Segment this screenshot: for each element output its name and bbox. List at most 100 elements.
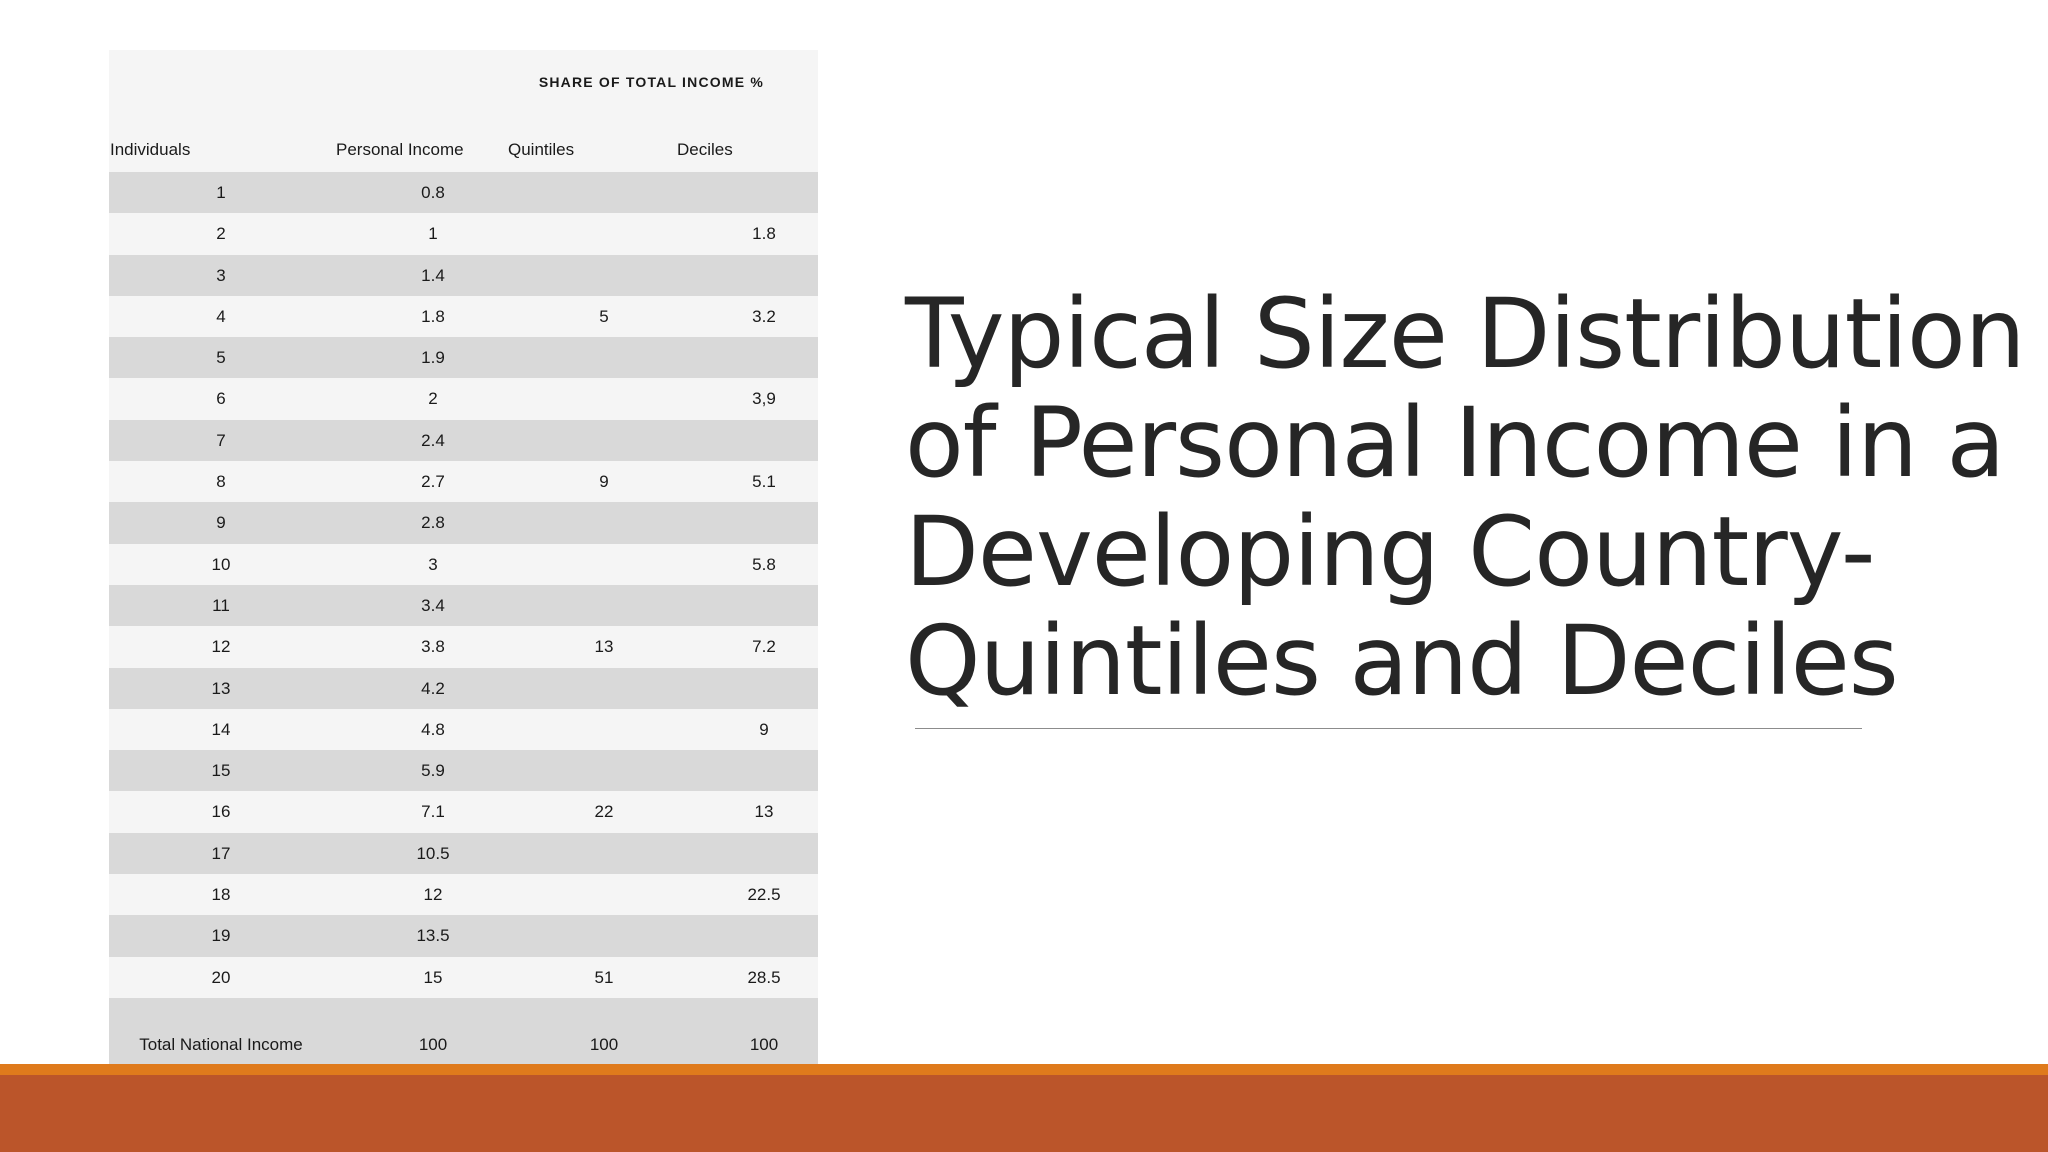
table-row: 19 13.5 [109, 915, 818, 957]
cell-decile: 1.8 [752, 224, 776, 244]
cell-individual: 19 [211, 926, 231, 946]
cell-quintile: 9 [599, 472, 609, 492]
table-row: 17 10.5 [109, 832, 818, 875]
column-headers: Individuals Personal Income Quintiles De… [109, 140, 818, 172]
column-header-individuals: Individuals [110, 140, 191, 159]
cell-individual: 18 [211, 885, 231, 905]
cell-decile: 3.2 [752, 306, 776, 326]
total-label: Total National Income [139, 1035, 303, 1054]
cell-personal-income: 12 [423, 885, 443, 905]
cell-quintile [533, 420, 675, 461]
table-row: 2 1 1.8 [109, 213, 818, 255]
cell-decile: 28.5 [747, 967, 781, 987]
table-row: 4 1.8 5 3.2 [109, 295, 818, 338]
cell-quintile [533, 750, 675, 791]
cell-quintile [533, 255, 675, 296]
table-row: 5 1.9 [109, 337, 818, 379]
cell-personal-income: 2 [428, 389, 438, 409]
cell-individual: 6 [216, 389, 226, 409]
table-row: 8 2.7 9 5.1 [109, 461, 818, 503]
cell-personal-income: 2.4 [421, 430, 445, 450]
cell-individual: 2 [216, 224, 226, 244]
cell-quintile: 5 [599, 306, 609, 326]
table-row: 18 12 22.5 [109, 874, 818, 916]
cell-quintile [533, 668, 675, 709]
cell-personal-income: 2.7 [421, 472, 445, 492]
cell-decile [675, 255, 853, 296]
cell-decile: 5.8 [752, 554, 776, 574]
cell-quintile: 13 [594, 637, 614, 657]
cell-decile: 3,9 [752, 389, 776, 409]
cell-decile [675, 915, 853, 956]
cell-quintile: 22 [594, 802, 614, 822]
cell-decile [675, 172, 853, 213]
cell-quintile [533, 502, 675, 543]
table-row: 7 2.4 [109, 419, 818, 462]
cell-quintile [533, 378, 675, 419]
cell-quintile [533, 213, 675, 254]
cell-decile: 22.5 [747, 885, 781, 905]
cell-decile: 7.2 [752, 637, 776, 657]
cell-individual: 17 [211, 843, 231, 863]
cell-decile: 13 [754, 802, 774, 822]
income-distribution-table: SHARE OF TOTAL INCOME % Individuals Pers… [109, 50, 818, 1064]
table-row: 6 2 3,9 [109, 378, 818, 420]
cell-individual: 5 [216, 348, 226, 368]
cell-decile: 9 [759, 719, 769, 739]
cell-individual: 15 [211, 761, 231, 781]
column-header-quintiles: Quintiles [508, 140, 575, 159]
column-header-personal-income: Personal Income [336, 140, 464, 159]
total-deciles: 100 [749, 1035, 779, 1054]
cell-personal-income: 7.1 [421, 802, 445, 822]
cell-decile [675, 833, 853, 874]
cell-individual: 4 [216, 306, 226, 326]
cell-decile [675, 420, 853, 461]
cell-personal-income: 1 [428, 224, 438, 244]
cell-personal-income: 1.4 [421, 265, 445, 285]
cell-personal-income: 0.8 [421, 183, 445, 202]
table-row: 3 1.4 [109, 254, 818, 296]
cell-personal-income: 3.4 [421, 595, 445, 615]
table-row: 15 5.9 [109, 750, 818, 792]
table-row: 20 15 51 28.5 [109, 956, 818, 998]
cell-individual: 16 [211, 802, 231, 822]
cell-quintile: 51 [594, 967, 614, 987]
cell-quintile [533, 585, 675, 626]
cell-individual: 7 [216, 430, 226, 450]
cell-quintile [533, 172, 675, 213]
cell-personal-income: 13.5 [416, 926, 450, 946]
total-quintiles: 100 [589, 1035, 619, 1054]
table-row: 11 3.4 [109, 584, 818, 627]
footer-accent-stripe [0, 1064, 2048, 1075]
table-row: 10 3 5.8 [109, 543, 818, 585]
cell-decile [675, 585, 853, 626]
cell-decile: 5.1 [752, 472, 776, 492]
cell-individual: 1 [216, 183, 226, 202]
cell-quintile [533, 833, 675, 874]
slide-title: Typical Size Distribution of Personal In… [905, 278, 2026, 717]
cell-personal-income: 3.8 [421, 637, 445, 657]
cell-quintile [533, 915, 675, 956]
cell-quintile [533, 874, 675, 915]
cell-decile [675, 750, 853, 791]
cell-quintile [533, 337, 675, 378]
table-body: 1 0.8 2 1 1.8 3 1.4 4 1.8 5 3.2 5 1.9 6 2 3,9 7 2.4 8 2.7 9 5… [109, 172, 818, 998]
title-divider [915, 728, 1862, 729]
cell-personal-income: 3 [428, 554, 438, 574]
footer-band [0, 1075, 2048, 1152]
cell-individual: 13 [211, 678, 231, 698]
cell-personal-income: 1.8 [421, 306, 445, 326]
cell-personal-income: 4.2 [421, 678, 445, 698]
cell-decile [675, 502, 853, 543]
cell-personal-income: 10.5 [416, 843, 450, 863]
cell-quintile [533, 544, 675, 585]
cell-quintile [533, 709, 675, 750]
cell-individual: 9 [216, 513, 226, 533]
total-row: Total National Income 100 100 100 [109, 998, 818, 1064]
share-of-total-income-header: SHARE OF TOTAL INCOME % [538, 74, 764, 90]
cell-personal-income: 4.8 [421, 719, 445, 739]
cell-individual: 3 [216, 265, 226, 285]
cell-personal-income: 15 [423, 967, 443, 987]
table-row: 9 2.8 [109, 502, 818, 544]
cell-individual: 12 [211, 637, 231, 657]
